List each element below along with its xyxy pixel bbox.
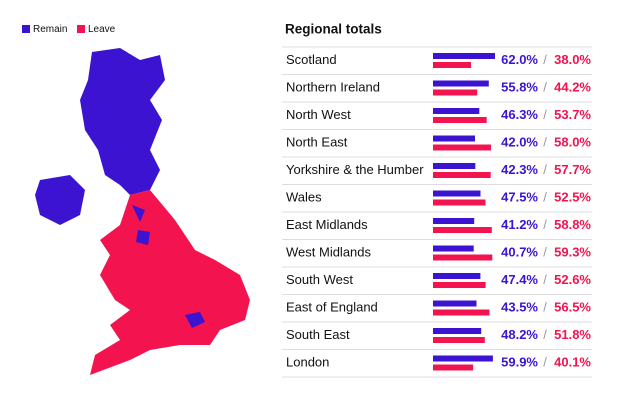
separator: / — [543, 327, 547, 342]
map-scotland — [80, 48, 165, 195]
row-label: North West — [286, 107, 351, 122]
bar — [433, 227, 492, 233]
row-label: Scotland — [286, 52, 337, 67]
map — [35, 48, 250, 375]
value-label: 59.9% — [501, 355, 538, 370]
value-label: 58.0% — [554, 135, 591, 150]
value-label: 58.8% — [554, 217, 591, 232]
value-label: 42.3% — [501, 162, 538, 177]
value-label: 52.5% — [554, 190, 591, 205]
separator: / — [543, 217, 547, 232]
bar — [433, 80, 489, 87]
value-label: 44.2% — [554, 80, 591, 95]
value-label: 48.2% — [501, 327, 538, 342]
chart-title: Regional totals — [285, 22, 382, 37]
value-label: 51.8% — [554, 327, 591, 342]
row-label: South West — [286, 272, 353, 287]
bar — [433, 163, 476, 169]
row-label: West Midlands — [286, 245, 372, 260]
row-label: East of England — [286, 300, 378, 315]
value-label: 53.7% — [554, 107, 591, 122]
row-label: London — [286, 355, 329, 370]
map-london — [185, 312, 205, 328]
separator: / — [543, 355, 547, 370]
value-label: 57.7% — [554, 162, 591, 177]
bar — [433, 108, 480, 114]
separator: / — [543, 135, 547, 150]
row-label: Wales — [286, 190, 322, 205]
bar — [433, 245, 474, 252]
legend-swatch — [22, 25, 30, 33]
legend-label: Remain — [33, 24, 67, 35]
value-label: 40.7% — [501, 245, 538, 260]
row-label: South East — [286, 327, 350, 342]
value-label: 38.0% — [554, 52, 591, 67]
bar — [433, 328, 482, 334]
bar — [433, 117, 487, 123]
separator: / — [543, 190, 547, 205]
legend-label: Leave — [88, 24, 116, 35]
value-label: 47.5% — [501, 190, 538, 205]
bar — [433, 355, 493, 362]
value-label: 40.1% — [554, 355, 591, 370]
separator: / — [543, 162, 547, 177]
bar — [433, 364, 474, 371]
separator: / — [543, 107, 547, 122]
bar — [433, 135, 475, 142]
value-label: 46.3% — [501, 107, 538, 122]
row-label: Yorkshire & the Humber — [286, 162, 424, 177]
row-label: Northern Ireland — [286, 80, 380, 95]
bar — [433, 190, 481, 197]
value-label: 52.6% — [554, 272, 591, 287]
value-label: 47.4% — [501, 272, 538, 287]
row-label: North East — [286, 135, 348, 150]
separator: / — [543, 272, 547, 287]
value-label: 43.5% — [501, 300, 538, 315]
value-label: 55.8% — [501, 80, 538, 95]
bar — [433, 282, 486, 288]
map-remain-areas — [132, 205, 150, 245]
bar — [433, 337, 485, 343]
separator: / — [543, 245, 547, 260]
separator: / — [543, 300, 547, 315]
value-label: 41.2% — [501, 217, 538, 232]
legend-swatch — [77, 25, 85, 33]
separator: / — [543, 52, 547, 67]
value-label: 59.3% — [554, 245, 591, 260]
bar — [433, 62, 471, 68]
bar — [433, 254, 493, 261]
bar — [433, 199, 486, 206]
bar — [433, 309, 490, 316]
bar — [433, 218, 475, 224]
bar — [433, 300, 477, 307]
bar — [433, 144, 491, 151]
map-england-wales — [90, 190, 250, 375]
map-northern-ireland — [35, 175, 85, 225]
row-label: East Midlands — [286, 217, 368, 232]
value-label: 56.5% — [554, 300, 591, 315]
bar — [433, 172, 491, 178]
bar — [433, 273, 481, 279]
value-label: 62.0% — [501, 52, 538, 67]
bar — [433, 89, 478, 96]
bar — [433, 53, 495, 59]
separator: / — [543, 80, 547, 95]
value-label: 42.0% — [501, 135, 538, 150]
